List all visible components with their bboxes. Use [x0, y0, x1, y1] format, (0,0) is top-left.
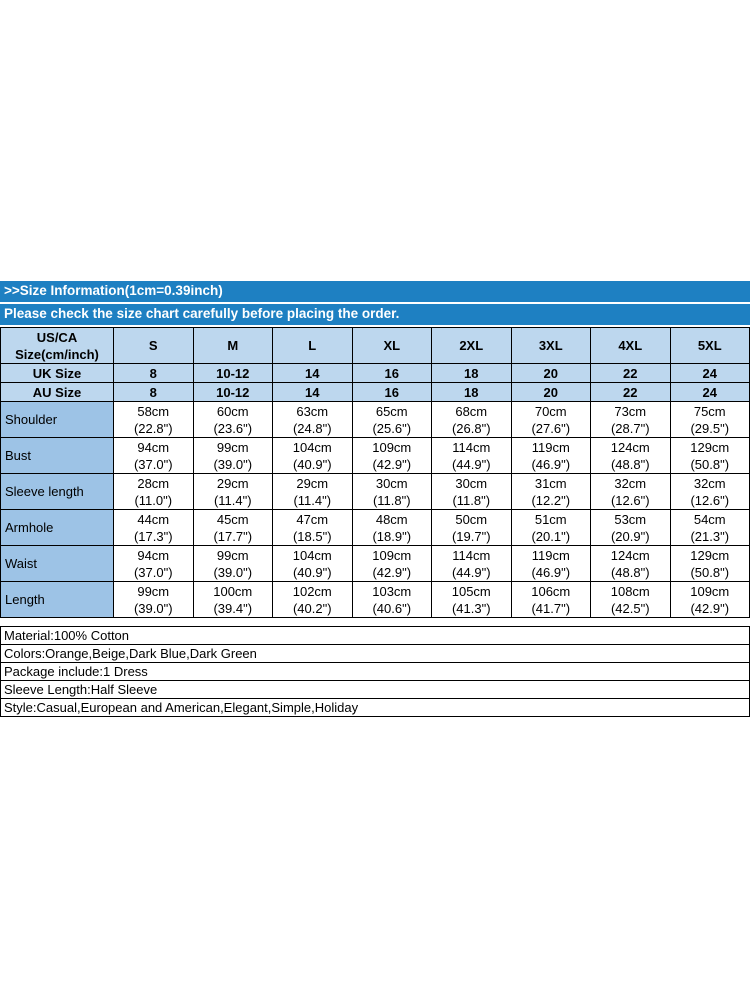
au-size-value: 24 — [669, 382, 750, 402]
measurement-label: Armhole — [0, 509, 114, 546]
measurement-value: 114cm (44.9") — [431, 545, 512, 582]
size-table: US/CA Size(cm/inch) S M L XL 2XL 3XL 4XL 5XL UK Si… — [0, 327, 750, 618]
size-column-header: 5XL — [669, 327, 750, 364]
colors-line: Colors:Orange,Beige,Dark Blue,Dark Green — [0, 644, 750, 663]
measurement-value: 31cm (12.2") — [510, 473, 591, 510]
measurement-value: 50cm (19.7") — [431, 509, 512, 546]
measurement-value: 54cm (21.3") — [669, 509, 750, 546]
measurement-value: 104cm (40.9") — [272, 437, 353, 474]
measurement-value: 106cm (41.7") — [510, 581, 591, 618]
measurement-value: 44cm (17.3") — [113, 509, 194, 546]
measurement-value: 99cm (39.0") — [113, 581, 194, 618]
measurement-value: 47cm (18.5") — [272, 509, 353, 546]
measurement-value: 58cm (22.8") — [113, 401, 194, 438]
measurement-value: 70cm (27.6") — [510, 401, 591, 438]
measurement-value: 109cm (42.9") — [351, 545, 432, 582]
uk-size-value: 22 — [590, 363, 671, 383]
measurement-value: 108cm (42.5") — [590, 581, 671, 618]
measurement-value: 30cm (11.8") — [431, 473, 512, 510]
size-info-banner: >>Size Information(1cm=0.39inch) Please … — [0, 281, 750, 325]
size-column-header: XL — [351, 327, 432, 364]
measurement-value: 94cm (37.0") — [113, 437, 194, 474]
measurement-value: 32cm (12.6") — [669, 473, 750, 510]
uk-size-value: 10-12 — [192, 363, 273, 383]
uk-size-value: 8 — [113, 363, 194, 383]
size-column-header: L — [272, 327, 353, 364]
measurement-label: Bust — [0, 437, 114, 474]
measurement-value: 75cm (29.5") — [669, 401, 750, 438]
uk-size-value: 20 — [510, 363, 591, 383]
measurement-value: 124cm (48.8") — [590, 437, 671, 474]
size-column-header: S — [113, 327, 194, 364]
size-info-title: >>Size Information(1cm=0.39inch) — [0, 281, 750, 302]
measurement-value: 28cm (11.0") — [113, 473, 194, 510]
measurement-value: 53cm (20.9") — [590, 509, 671, 546]
au-size-value: 20 — [510, 382, 591, 402]
measurement-value: 32cm (12.6") — [590, 473, 671, 510]
uk-size-label: UK Size — [0, 363, 114, 383]
measurement-value: 29cm (11.4") — [272, 473, 353, 510]
measurement-label: Waist — [0, 545, 114, 582]
product-details: Material:100% Cotton Colors:Orange,Beige,… — [0, 626, 750, 717]
sleeve-length-line: Sleeve Length:Half Sleeve — [0, 680, 750, 699]
measurement-label: Shoulder — [0, 401, 114, 438]
size-chart-warning: Please check the size chart carefully be… — [0, 304, 750, 325]
measurement-value: 45cm (17.7") — [192, 509, 273, 546]
measurement-value: 104cm (40.9") — [272, 545, 353, 582]
measurement-value: 99cm (39.0") — [192, 545, 273, 582]
measurement-value: 114cm (44.9") — [431, 437, 512, 474]
uk-size-value: 16 — [351, 363, 432, 383]
measurement-value: 68cm (26.8") — [431, 401, 512, 438]
au-size-value: 16 — [351, 382, 432, 402]
measurement-value: 109cm (42.9") — [669, 581, 750, 618]
au-size-value: 10-12 — [192, 382, 273, 402]
measurement-value: 109cm (42.9") — [351, 437, 432, 474]
us-ca-size-header: US/CA Size(cm/inch) — [0, 327, 114, 364]
measurement-value: 48cm (18.9") — [351, 509, 432, 546]
measurement-value: 119cm (46.9") — [510, 437, 591, 474]
measurement-value: 30cm (11.8") — [351, 473, 432, 510]
size-column-header: 2XL — [431, 327, 512, 364]
measurement-value: 129cm (50.8") — [669, 545, 750, 582]
package-line: Package include:1 Dress — [0, 662, 750, 681]
measurement-label: Sleeve length — [0, 473, 114, 510]
au-size-value: 8 — [113, 382, 194, 402]
measurement-value: 73cm (28.7") — [590, 401, 671, 438]
measurement-value: 51cm (20.1") — [510, 509, 591, 546]
style-line: Style:Casual,European and American,Elega… — [0, 698, 750, 717]
au-size-value: 22 — [590, 382, 671, 402]
au-size-value: 18 — [431, 382, 512, 402]
measurement-value: 63cm (24.8") — [272, 401, 353, 438]
size-column-header: M — [192, 327, 273, 364]
au-size-value: 14 — [272, 382, 353, 402]
size-column-header: 4XL — [590, 327, 671, 364]
measurement-value: 102cm (40.2") — [272, 581, 353, 618]
size-column-header: 3XL — [510, 327, 591, 364]
measurement-value: 105cm (41.3") — [431, 581, 512, 618]
measurement-value: 129cm (50.8") — [669, 437, 750, 474]
measurement-value: 103cm (40.6") — [351, 581, 432, 618]
measurement-value: 60cm (23.6") — [192, 401, 273, 438]
uk-size-value: 24 — [669, 363, 750, 383]
measurement-value: 124cm (48.8") — [590, 545, 671, 582]
size-chart-content: >>Size Information(1cm=0.39inch) Please … — [0, 281, 750, 717]
measurement-value: 119cm (46.9") — [510, 545, 591, 582]
measurement-value: 94cm (37.0") — [113, 545, 194, 582]
measurement-value: 100cm (39.4") — [192, 581, 273, 618]
measurement-value: 29cm (11.4") — [192, 473, 273, 510]
material-line: Material:100% Cotton — [0, 626, 750, 645]
measurement-value: 65cm (25.6") — [351, 401, 432, 438]
measurement-value: 99cm (39.0") — [192, 437, 273, 474]
uk-size-value: 14 — [272, 363, 353, 383]
au-size-label: AU Size — [0, 382, 114, 402]
measurement-label: Length — [0, 581, 114, 618]
uk-size-value: 18 — [431, 363, 512, 383]
